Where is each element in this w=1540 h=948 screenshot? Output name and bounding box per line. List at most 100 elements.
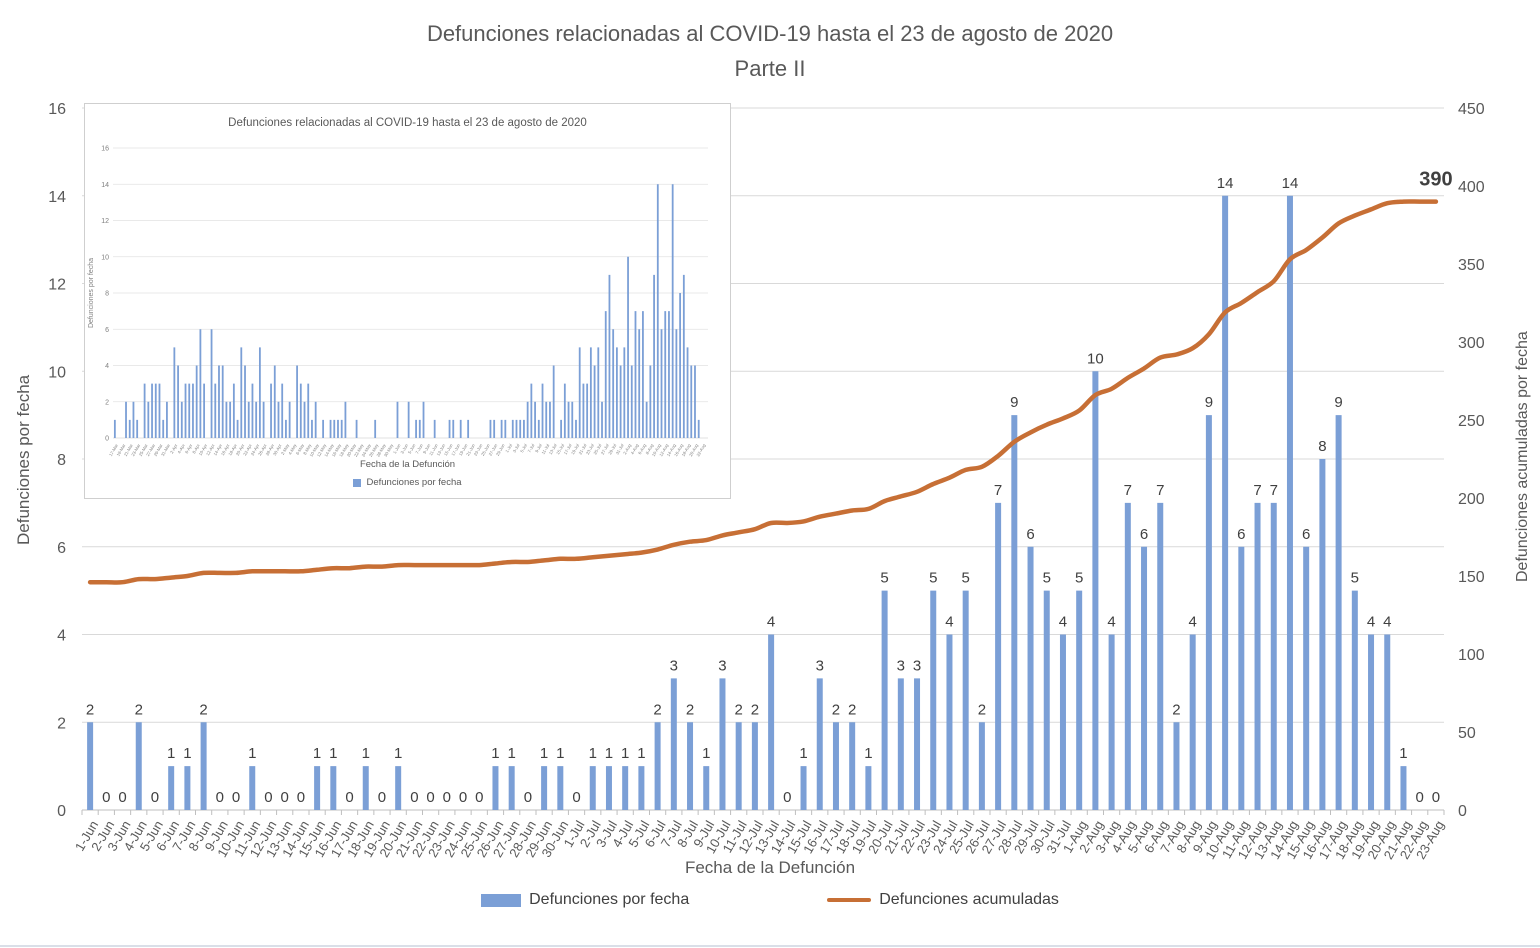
svg-text:450: 450 <box>1458 101 1485 118</box>
svg-text:22-May: 22-May <box>353 442 365 457</box>
svg-text:4: 4 <box>1059 614 1067 631</box>
svg-text:28-Apr: 28-Apr <box>265 442 276 456</box>
svg-text:2: 2 <box>135 701 143 718</box>
svg-text:2: 2 <box>978 701 986 718</box>
svg-text:14-Aug: 14-Aug <box>666 442 677 457</box>
svg-text:16: 16 <box>48 101 66 118</box>
svg-text:7: 7 <box>1270 482 1278 499</box>
svg-text:15-Jul: 15-Jul <box>555 443 565 455</box>
svg-text:14: 14 <box>1282 175 1299 192</box>
svg-text:30-Apr: 30-Apr <box>272 442 283 456</box>
svg-text:17-Jul: 17-Jul <box>563 443 573 455</box>
svg-text:21-Jun: 21-Jun <box>465 442 476 456</box>
svg-text:29-Mar: 29-Mar <box>153 442 164 457</box>
svg-text:5-Jun: 5-Jun <box>407 442 417 454</box>
svg-text:1: 1 <box>589 745 597 762</box>
svg-text:23-Mar: 23-Mar <box>130 442 141 457</box>
svg-text:1: 1 <box>556 745 564 762</box>
svg-text:4-Aug: 4-Aug <box>630 442 640 455</box>
svg-text:8-Aug: 8-Aug <box>645 442 655 455</box>
svg-text:2-May: 2-May <box>280 442 291 455</box>
svg-text:2: 2 <box>86 701 94 718</box>
svg-text:0: 0 <box>151 789 159 806</box>
svg-text:9-Jun: 9-Jun <box>422 442 432 454</box>
svg-text:18-May: 18-May <box>338 442 350 457</box>
svg-text:31-Jul: 31-Jul <box>615 443 625 455</box>
svg-text:22-Aug: 22-Aug <box>695 442 706 457</box>
svg-text:390: 390 <box>1419 169 1452 191</box>
svg-text:7-Jul: 7-Jul <box>527 443 536 453</box>
svg-text:30-May: 30-May <box>383 442 395 457</box>
svg-text:29-Jul: 29-Jul <box>607 443 617 455</box>
svg-text:6-Aug: 6-Aug <box>637 442 647 455</box>
svg-text:2-Aug: 2-Aug <box>622 442 632 455</box>
svg-text:2: 2 <box>735 701 743 718</box>
inset-chart-plot: 0 2 4 6 8 10 12 14 16 Defunciones por fecha 17-Mar… <box>88 146 708 458</box>
svg-text:5: 5 <box>1351 570 1359 587</box>
svg-text:250: 250 <box>1458 413 1485 430</box>
svg-text:1: 1 <box>167 745 175 762</box>
inset-legend: Defunciones por fecha <box>85 477 730 488</box>
svg-text:2: 2 <box>848 701 856 718</box>
legend: Defunciones por fecha Defunciones acumul… <box>0 891 1540 909</box>
legend-bar-swatch <box>481 893 522 907</box>
svg-text:Defunciones por fecha: Defunciones por fecha <box>88 258 95 328</box>
svg-text:16-Aug: 16-Aug <box>673 442 684 457</box>
svg-text:15-Jun: 15-Jun <box>443 442 454 456</box>
svg-text:2-Apr: 2-Apr <box>169 442 179 454</box>
svg-text:0: 0 <box>345 789 353 806</box>
svg-text:1-Jul: 1-Jul <box>504 443 513 453</box>
svg-text:9: 9 <box>1205 394 1213 411</box>
svg-text:200: 200 <box>1458 491 1485 508</box>
svg-text:13-Jun: 13-Jun <box>435 442 446 456</box>
svg-text:6-May: 6-May <box>295 442 306 455</box>
svg-text:18-Apr: 18-Apr <box>227 442 238 456</box>
svg-text:8: 8 <box>105 291 109 298</box>
svg-text:0: 0 <box>426 789 434 806</box>
svg-text:14: 14 <box>48 189 66 206</box>
svg-text:19-Mar: 19-Mar <box>115 442 126 457</box>
svg-text:3: 3 <box>897 657 905 674</box>
svg-text:12: 12 <box>48 277 66 294</box>
svg-text:12: 12 <box>101 218 109 225</box>
svg-text:11-Jun: 11-Jun <box>428 442 439 456</box>
svg-text:4: 4 <box>1189 614 1197 631</box>
svg-text:0: 0 <box>57 803 66 820</box>
svg-text:350: 350 <box>1458 257 1485 274</box>
svg-text:8: 8 <box>57 452 66 469</box>
svg-text:3-Jul: 3-Jul <box>512 443 521 453</box>
svg-text:2: 2 <box>686 701 694 718</box>
svg-text:21-Jul: 21-Jul <box>577 443 587 455</box>
svg-text:0: 0 <box>524 789 532 806</box>
svg-text:5-Jul: 5-Jul <box>519 443 528 453</box>
svg-text:3: 3 <box>913 657 921 674</box>
svg-text:11-Jul: 11-Jul <box>540 443 550 455</box>
svg-text:10-Apr: 10-Apr <box>198 442 209 456</box>
svg-text:19-Jun: 19-Jun <box>458 442 469 456</box>
right-axis-title: Defunciones acumuladas por fecha <box>1514 331 1531 582</box>
inset-legend-bar-swatch <box>353 478 362 487</box>
svg-text:1: 1 <box>248 745 256 762</box>
legend-bar-label: Defunciones por fecha <box>529 891 690 908</box>
svg-text:19-Jul: 19-Jul <box>570 443 580 455</box>
svg-text:2: 2 <box>1172 701 1180 718</box>
svg-text:1: 1 <box>491 745 499 762</box>
svg-text:12-Aug: 12-Aug <box>658 442 669 457</box>
svg-text:0: 0 <box>281 789 289 806</box>
svg-text:0: 0 <box>1416 789 1424 806</box>
svg-text:7: 7 <box>1156 482 1164 499</box>
svg-text:10: 10 <box>48 364 66 381</box>
svg-text:18-Aug: 18-Aug <box>681 442 692 457</box>
svg-text:13-Jul: 13-Jul <box>548 443 558 455</box>
svg-text:7: 7 <box>1124 482 1132 499</box>
svg-text:2: 2 <box>199 701 207 718</box>
svg-text:0: 0 <box>216 789 224 806</box>
svg-text:6: 6 <box>105 327 109 334</box>
svg-text:2: 2 <box>751 701 759 718</box>
svg-text:4: 4 <box>1367 614 1375 631</box>
svg-text:26-May: 26-May <box>368 442 380 457</box>
svg-text:14: 14 <box>1217 175 1234 192</box>
svg-text:1-Jun: 1-Jun <box>392 442 402 454</box>
svg-text:1: 1 <box>508 745 516 762</box>
svg-text:9-Jul: 9-Jul <box>534 443 543 453</box>
